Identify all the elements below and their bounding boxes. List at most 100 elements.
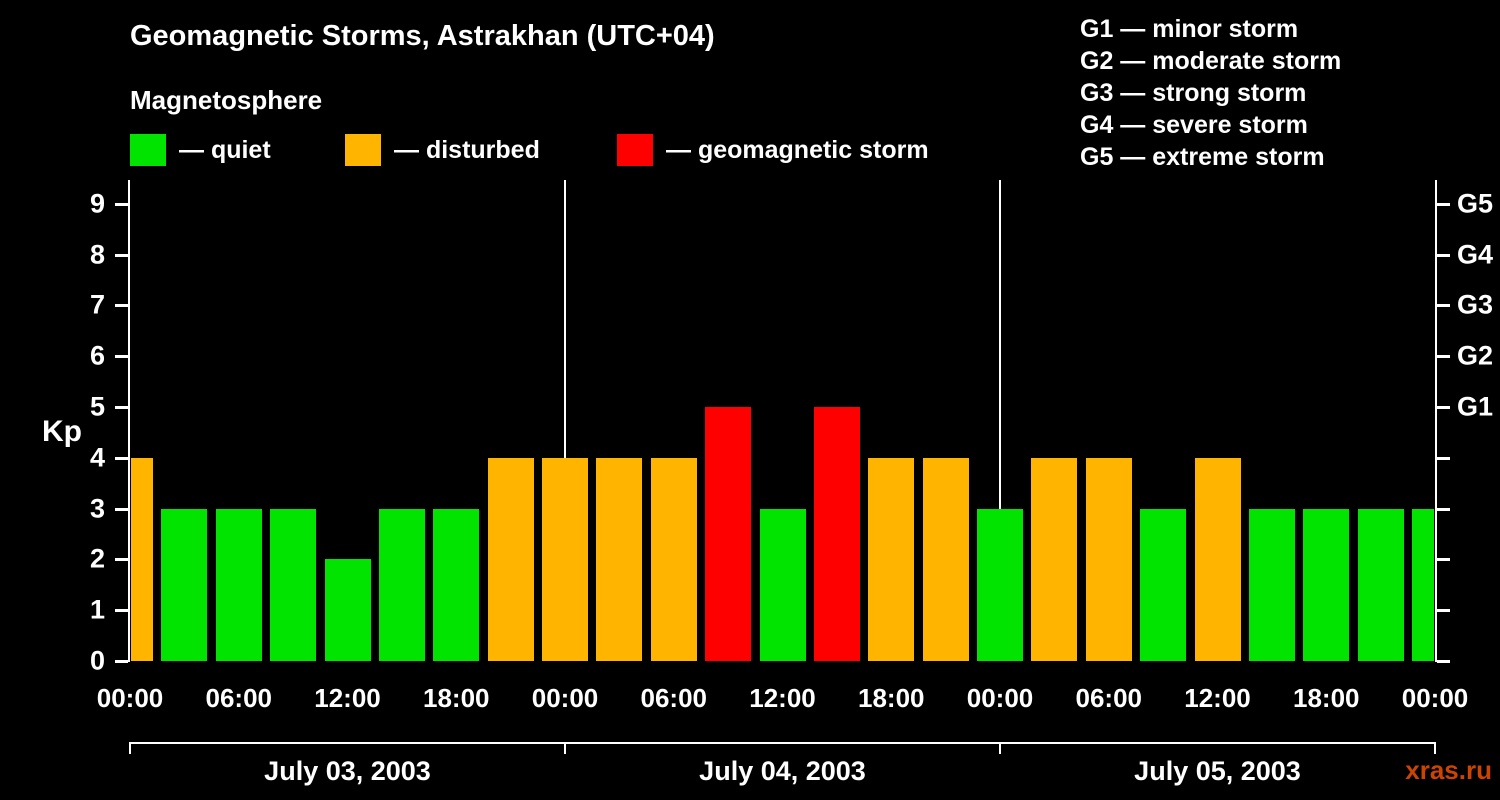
x-tick-label: 18:00 [1293,683,1360,713]
kp-bar [324,559,371,661]
kp-bar [1248,508,1295,661]
y-tick-right [1437,507,1450,511]
legend-item-quiet: — quiet [130,134,271,166]
y-tick-left [115,507,128,511]
kp-bar [596,457,643,661]
kp-bar [868,457,915,661]
y-tick-left [115,456,128,460]
x-tick-label: 18:00 [423,683,490,713]
g5-legend-line: G5 — extreme storm [1080,143,1325,171]
kp-bar [131,457,153,661]
kp-bar [1357,508,1404,661]
x-tick-label: 00:00 [966,683,1034,713]
y-tick-right [1437,253,1450,257]
y-tick-label: 3 [89,493,105,524]
x-tick-label: 06:00 [1075,683,1143,713]
y-tick-label: 5 [89,391,105,422]
y-tick-right [1437,660,1450,663]
g-axis-label: G1 [1457,391,1494,422]
y-axis-left [128,180,130,662]
x-tick-label: 00:00 [96,683,164,713]
legend-label-storm: — geomagnetic storm [666,135,929,164]
x-tick-label: 18:00 [858,683,925,713]
y-tick-right [1437,609,1450,613]
y-tick-left [115,406,128,409]
legend-label-disturbed: — disturbed [394,135,540,164]
y-tick-right [1437,304,1450,308]
date-bracket-tick [564,742,566,754]
y-tick-right [1437,355,1450,359]
date-label: July 03, 2003 [264,756,431,786]
y-tick-label: 2 [89,543,105,574]
date-bracket-tick [129,742,131,754]
y-tick-left [115,202,128,206]
kp-bar [378,508,425,661]
g-axis-label: G4 [1457,239,1494,270]
y-tick-left [115,304,128,308]
x-tick-label: 12:00 [314,683,381,713]
y-axis-right [1435,180,1437,662]
g-axis-label: G3 [1457,289,1494,320]
g-scale-legend: G1 — minor storm G2 — moderate storm G3 … [1080,13,1341,173]
y-tick-label: 1 [89,594,105,625]
kp-bar [215,508,262,661]
x-tick-label: 12:00 [1184,683,1251,713]
g4-legend-line: G4 — severe storm [1080,111,1308,139]
y-tick-label: 9 [89,188,105,219]
y-axis-title: Kp [42,415,82,449]
y-tick-label: 6 [89,340,105,371]
x-tick-label: 00:00 [1401,683,1469,713]
x-tick-label: 06:00 [205,683,273,713]
y-tick-right [1437,202,1450,206]
g2-legend-line: G2 — moderate storm [1080,47,1342,75]
x-tick-label: 12:00 [749,683,816,713]
day-separator-line [564,180,566,661]
kp-bar [1303,508,1350,661]
y-tick-left [115,355,128,359]
kp-bar [542,457,588,661]
x-tick-label: 00:00 [531,683,599,713]
date-label: July 05, 2003 [1134,756,1301,786]
kp-bar [650,457,697,661]
date-bracket-tick [999,742,1001,754]
kp-bar [977,508,1023,661]
kp-bar [1140,508,1187,661]
y-tick-right [1437,558,1450,562]
x-tick-label: 06:00 [640,683,708,713]
kp-bar [813,407,860,661]
kp-bar [759,508,806,661]
date-bracket-line [130,742,1435,744]
g-axis-label: G5 [1457,188,1494,219]
y-tick-label: 0 [89,645,105,676]
subtitle-magnetosphere: Magnetosphere [130,85,323,115]
kp-bar [1194,457,1241,661]
y-tick-left [115,558,128,562]
quiet-color-swatch [130,134,166,166]
g-axis-label: G2 [1457,340,1494,371]
kp-bar [270,508,317,661]
storm-color-swatch [617,134,653,166]
kp-bar [1412,508,1434,661]
legend-item-disturbed: — disturbed [345,134,540,166]
g1-legend-line: G1 — minor storm [1080,15,1299,43]
y-tick-left [115,609,128,613]
y-tick-label: 8 [89,239,105,270]
kp-bar [922,457,969,661]
y-tick-right [1437,406,1450,409]
date-label: July 04, 2003 [699,756,866,786]
kp-bar [1031,457,1078,661]
y-tick-right [1437,456,1450,460]
page-title: Geomagnetic Storms, Astrakhan (UTC+04) [130,20,715,52]
kp-bar [705,407,752,661]
kp-bar [487,457,534,661]
kp-bar [161,508,208,661]
kp-bar [1085,457,1132,661]
g3-legend-line: G3 — strong storm [1080,79,1307,107]
y-tick-left [115,253,128,257]
watermark: xras.ru [1405,755,1492,785]
y-tick-label: 4 [89,442,105,473]
day-separator-line [999,180,1001,661]
kp-bar [433,508,480,661]
y-tick-label: 7 [89,289,105,320]
